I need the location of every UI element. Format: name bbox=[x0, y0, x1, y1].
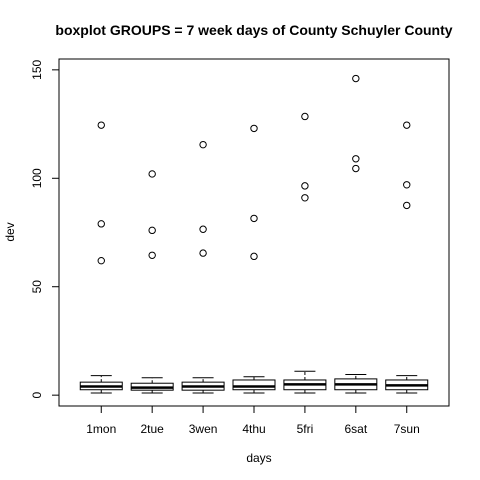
outlier-point bbox=[148, 226, 156, 235]
outlier-point bbox=[97, 220, 105, 228]
x-axis-label: days bbox=[246, 451, 271, 465]
outlier-point bbox=[97, 121, 105, 129]
outlier-point bbox=[97, 256, 105, 265]
outlier-point bbox=[199, 140, 207, 149]
x-tick-label: 7sun bbox=[394, 422, 420, 436]
outlier-point bbox=[352, 155, 360, 163]
x-tick-label: 3wen bbox=[189, 422, 218, 436]
x-tick-label: 4thu bbox=[242, 422, 265, 436]
outlier-point bbox=[250, 124, 258, 133]
outlier-point bbox=[403, 181, 411, 189]
y-tick-label: 50 bbox=[30, 280, 44, 294]
outlier-point bbox=[148, 170, 156, 178]
outlier-point bbox=[352, 74, 360, 83]
y-tick-label: 150 bbox=[30, 60, 44, 80]
outlier-point bbox=[301, 182, 309, 190]
outlier-point bbox=[250, 252, 258, 261]
outlier-point bbox=[301, 194, 309, 202]
chart-title: boxplot GROUPS = 7 week days of County S… bbox=[55, 22, 452, 38]
outlier-point bbox=[403, 201, 411, 210]
x-tick-label: 1mon bbox=[86, 422, 116, 436]
outlier-point bbox=[352, 164, 360, 173]
plot-area: 0 50 100 150 1mon 2tue 3wen 4thu 5fri 6sat 7sun bbox=[30, 58, 450, 436]
x-tick-label: 5fri bbox=[297, 422, 314, 436]
outlier-point bbox=[250, 214, 258, 223]
y-axis-label: dev bbox=[3, 222, 17, 241]
outlier-point bbox=[403, 121, 411, 129]
outlier-point bbox=[148, 251, 156, 259]
y-tick-label: 100 bbox=[30, 168, 44, 188]
x-tick-label: 6sat bbox=[344, 422, 367, 436]
outlier-point bbox=[199, 225, 207, 233]
x-tick-label: 2tue bbox=[140, 422, 164, 436]
outlier-point bbox=[199, 249, 207, 257]
outlier-point bbox=[301, 112, 309, 121]
box bbox=[232, 379, 276, 391]
y-tick-label: 0 bbox=[30, 392, 44, 399]
